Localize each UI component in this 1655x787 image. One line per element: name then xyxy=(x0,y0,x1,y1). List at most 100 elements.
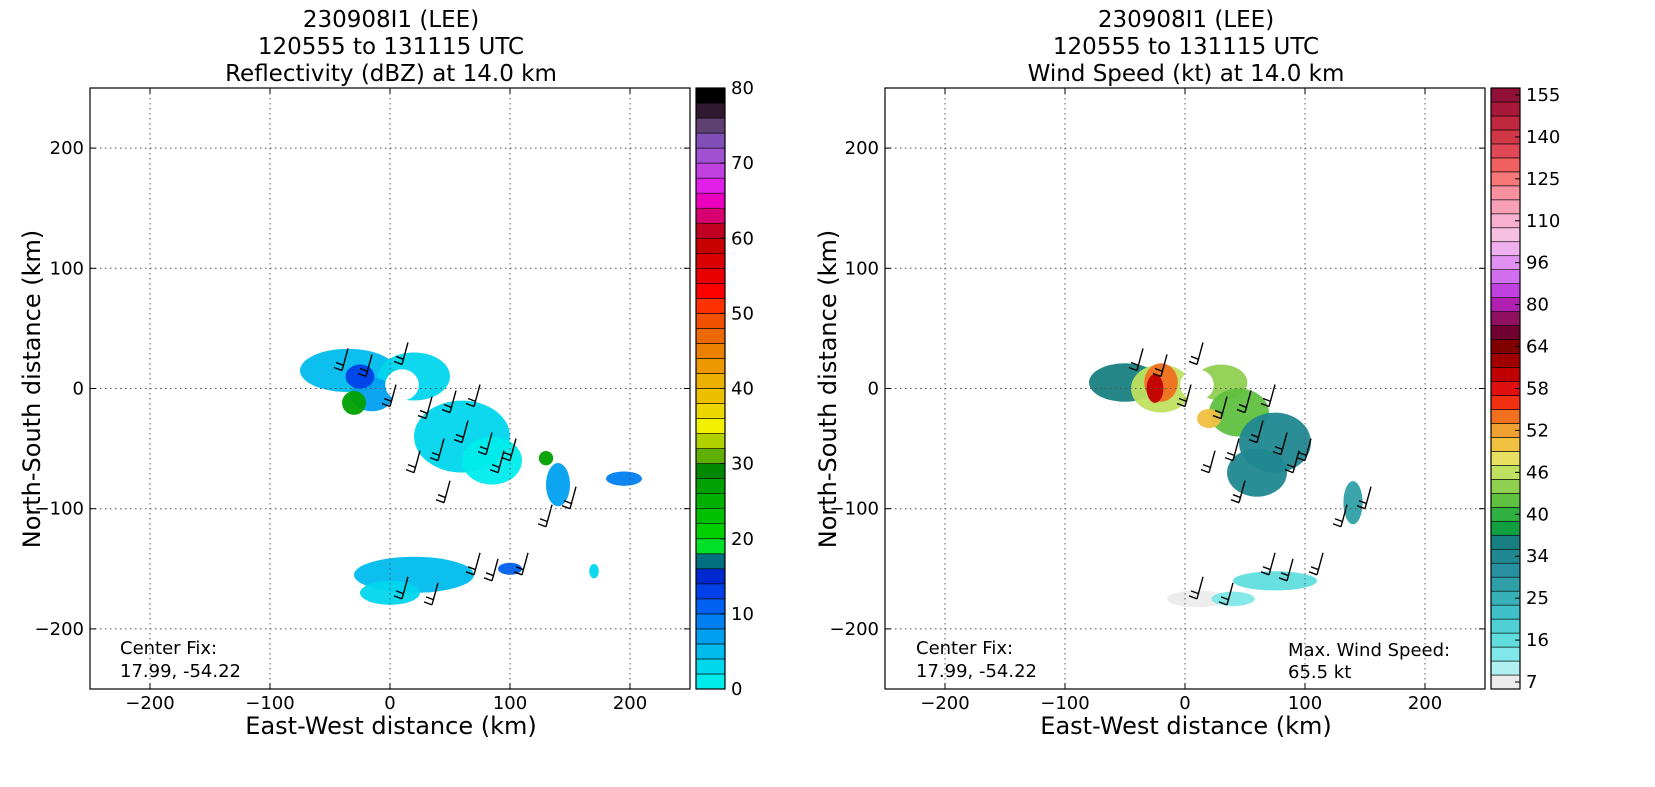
colorbar-segment xyxy=(695,207,726,224)
wind-barb-flag xyxy=(465,571,475,576)
colorbar-tick-label: 125 xyxy=(1526,169,1560,190)
colorbar-segment xyxy=(1490,479,1521,494)
colorbar-tick-label: 58 xyxy=(1526,379,1549,400)
wind-barb xyxy=(1308,552,1324,576)
wind-barb-flag xyxy=(1286,463,1296,469)
echo-region xyxy=(342,390,366,415)
wind-barb-staff xyxy=(1232,438,1240,461)
wind-barb xyxy=(435,480,451,504)
wind-barb-flag xyxy=(1334,518,1344,523)
wind-barb-flag xyxy=(1310,566,1320,571)
wind-barb-flag xyxy=(1272,450,1282,456)
colorbar-segment xyxy=(695,117,726,134)
wind-barb xyxy=(441,390,457,414)
left-colorbar: 0 10 20 30 40 50 60 70 80 xyxy=(695,78,754,700)
wind-barb-staff xyxy=(461,420,469,443)
wind-barb-flag xyxy=(1262,566,1272,571)
wind-barb xyxy=(405,450,421,474)
wind-barb xyxy=(489,450,505,474)
wind-barb-staff xyxy=(431,582,439,606)
colorbar-tick-label: 96 xyxy=(1526,253,1549,274)
wind-barb xyxy=(1224,438,1240,462)
left-center-fix-value: 17.99, -54.22 xyxy=(120,661,241,682)
wind-barb xyxy=(465,552,481,576)
wind-barb-staff xyxy=(1256,420,1264,443)
wind-barb xyxy=(393,342,409,366)
colorbar-segment xyxy=(695,373,726,389)
x-tick-label: 100 xyxy=(493,693,527,714)
wind-barb-flag xyxy=(1332,523,1342,528)
wind-barb xyxy=(1218,582,1234,606)
colorbar-segment xyxy=(695,283,726,299)
colorbar-tick-label: 7 xyxy=(1526,672,1537,693)
echo-region xyxy=(589,564,599,579)
colorbar-segment xyxy=(695,343,726,359)
colorbar-tick-label: 52 xyxy=(1526,420,1549,441)
colorbar-segment xyxy=(1490,185,1521,201)
wind-barb-flag xyxy=(405,468,415,474)
colorbar-segment xyxy=(695,643,726,660)
x-tick-label: −100 xyxy=(1040,693,1089,714)
wind-barb-flag xyxy=(1274,445,1284,451)
y-tick-label: 0 xyxy=(868,379,879,400)
wind-barb-flag xyxy=(359,367,369,373)
colorbar-segment xyxy=(695,433,726,449)
wind-speed-panel: 230908I1 (LEE) 120555 to 131115 UTC Wind… xyxy=(814,7,1560,740)
wind-barb-staff xyxy=(1226,582,1234,606)
wind-barb xyxy=(1260,552,1276,576)
colorbar-segment xyxy=(1490,437,1521,452)
colorbar-segment xyxy=(1490,618,1521,634)
wind-barb-flag xyxy=(561,505,571,510)
wind-barb-flag xyxy=(395,590,405,595)
plot-frame xyxy=(884,87,1486,690)
wind-barb-flag xyxy=(1248,438,1258,444)
wind-barb xyxy=(501,438,517,462)
wind-barb-flag xyxy=(1278,577,1288,582)
colorbar-segment xyxy=(1490,311,1521,326)
colorbar-tick-label: 10 xyxy=(731,604,754,625)
colorbar-segment xyxy=(695,538,726,555)
colorbar-segment xyxy=(695,418,726,434)
left-center-fix-label: Center Fix: xyxy=(120,638,217,659)
wind-barb-staff xyxy=(401,342,409,365)
colorbar-segment xyxy=(695,298,726,314)
wind-barb-flag xyxy=(477,450,487,456)
y-tick-label: 100 xyxy=(845,258,879,279)
colorbar-tick-label: 30 xyxy=(731,454,754,475)
left-ylabel: North-South distance (km) xyxy=(18,230,46,549)
wind-barb-staff xyxy=(1268,384,1276,407)
wind-barb-staff xyxy=(1280,432,1288,455)
wind-barb-flag xyxy=(1212,414,1222,420)
echo-region xyxy=(1233,571,1317,591)
wind-barb-flag xyxy=(1188,595,1198,600)
wind-barb xyxy=(1260,384,1276,408)
echo-region xyxy=(1227,448,1287,497)
wind-barb-staff xyxy=(485,432,493,455)
right-title-line-1: 230908I1 (LEE) xyxy=(1098,7,1274,33)
wind-barb-flag xyxy=(407,463,417,469)
colorbar-tick-label: 140 xyxy=(1526,127,1560,148)
left-title-line-2: 120555 to 131115 UTC xyxy=(258,34,524,60)
x-tick-label: −100 xyxy=(245,693,294,714)
wind-barb-flag xyxy=(1218,601,1228,606)
colorbar-segment xyxy=(695,252,726,269)
colorbar-segment xyxy=(695,192,726,209)
echo-region xyxy=(1197,408,1221,429)
left-title-line-3: Reflectivity (dBZ) at 14.0 km xyxy=(225,61,557,87)
wind-barb-staff xyxy=(1316,552,1324,575)
echo-region xyxy=(1343,481,1363,525)
reflectivity-panel: 230908I1 (LEE) 120555 to 131115 UTC Refl… xyxy=(18,7,754,740)
wind-barb-flag xyxy=(491,463,501,469)
wind-barb-flag xyxy=(539,518,549,523)
wind-barb-flag xyxy=(537,523,547,528)
y-tick-label: 0 xyxy=(73,379,84,400)
wind-barb-flag xyxy=(395,355,405,361)
colorbar-segment xyxy=(695,463,726,479)
colorbar-segment xyxy=(1490,367,1521,382)
wind-barb-flag xyxy=(435,499,445,504)
wind-barb-flag xyxy=(1236,408,1246,414)
colorbar-segment xyxy=(1490,115,1521,131)
colorbar-segment xyxy=(695,328,726,344)
wind-barb-flag xyxy=(455,433,465,439)
wind-barb xyxy=(1128,348,1144,372)
